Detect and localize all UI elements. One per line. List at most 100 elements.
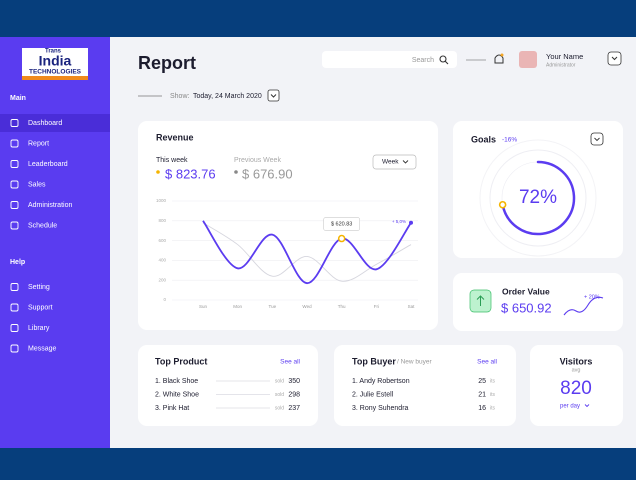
row-value: 298 <box>288 391 300 398</box>
series-line <box>202 220 412 285</box>
end-point <box>409 220 413 225</box>
search-icon-handle <box>444 60 449 65</box>
row-unit: sold <box>275 378 284 384</box>
nav-item[interactable]: Library <box>28 325 50 332</box>
bell-icon[interactable] <box>494 54 504 64</box>
tooltip-text: $ 620.83 <box>331 221 352 227</box>
this-week-value: $ 823.76 <box>165 166 216 181</box>
row-name: 1. Andy Robertson <box>352 378 410 385</box>
row-name: 1. Black Shoe <box>155 378 198 385</box>
nav-icon <box>10 344 19 353</box>
row-value: 25 <box>478 378 486 385</box>
goal-arc <box>501 160 576 236</box>
date-picker[interactable] <box>267 89 280 102</box>
user-name: Your Name <box>546 52 583 61</box>
logo-main: India <box>39 53 72 69</box>
order-change: + 20% <box>584 294 600 300</box>
avatar[interactable] <box>519 51 537 68</box>
row-value: 21 <box>478 391 486 398</box>
y-tick-label: 200 <box>158 277 166 282</box>
section-title: Help <box>10 259 25 266</box>
logo-sub: TECHNOLOGIES <box>29 69 82 76</box>
legend-dot <box>234 170 238 174</box>
goals-change: -16% <box>502 137 517 144</box>
y-tick-label: 400 <box>158 258 166 263</box>
period-select[interactable] <box>372 154 417 170</box>
y-tick-label: 0 <box>163 297 166 302</box>
previous-week-label: Previous Week <box>234 157 281 164</box>
nav-icon <box>10 324 19 332</box>
section-title: Main <box>10 95 26 102</box>
card-title: Order Value <box>502 286 550 296</box>
nav-item[interactable]: Schedule <box>28 222 57 229</box>
ring-decor <box>489 149 587 247</box>
highlight-point <box>337 234 346 243</box>
row-unit: its <box>490 378 496 384</box>
card-title: Top Buyer <box>352 356 396 366</box>
row-unit: sold <box>275 405 284 411</box>
order-card <box>453 273 623 331</box>
revenue-card <box>138 121 438 330</box>
this-week-label: This week <box>156 157 188 164</box>
logo-top: Trans <box>45 49 62 55</box>
user-role: Administrator <box>546 62 576 68</box>
nav-item[interactable]: Message <box>28 345 57 352</box>
card-title: Goals <box>471 134 496 144</box>
visitors-card <box>530 345 623 426</box>
y-tick-label: 1000 <box>156 198 167 203</box>
goals-menu[interactable] <box>590 132 604 146</box>
row-unit: its <box>490 392 496 398</box>
row-value: 16 <box>478 405 486 412</box>
nav-item[interactable]: Sales <box>28 181 46 188</box>
nav-item[interactable]: Leaderboard <box>28 161 68 168</box>
user-menu[interactable] <box>607 51 622 66</box>
nav-icon <box>10 139 19 148</box>
nav-item[interactable]: Administration <box>28 202 72 209</box>
row-name: 2. Julie Estell <box>352 391 394 398</box>
y-tick-label: 800 <box>158 218 166 223</box>
see-all[interactable]: See all <box>477 359 497 366</box>
row-unit: its <box>490 405 496 411</box>
card-title: Visitors <box>560 356 593 366</box>
top-buyer-card <box>334 345 516 426</box>
card-subtitle: / New buyer <box>397 359 433 366</box>
nav-item[interactable]: Setting <box>28 284 50 291</box>
row-name: 3. Pink Hat <box>155 405 189 412</box>
period-text: Week <box>382 159 399 166</box>
search-placeholder: Search <box>412 57 434 64</box>
chevron <box>594 137 600 142</box>
nav-item[interactable]: Support <box>28 304 53 311</box>
x-tick-label: Thu <box>338 304 346 309</box>
top-product-card <box>138 345 318 426</box>
row-value: 350 <box>288 378 300 385</box>
see-all[interactable]: See all <box>280 359 300 366</box>
show-label: Show: <box>170 93 190 100</box>
legend-dot <box>156 170 160 174</box>
row-unit: sold <box>275 392 284 398</box>
bell-dot <box>500 53 504 57</box>
nav-icon <box>10 160 19 168</box>
arrow-up <box>476 295 485 306</box>
nav-item[interactable]: Report <box>28 140 49 147</box>
search-box[interactable] <box>322 51 457 68</box>
card-subtitle: avg <box>572 367 581 373</box>
nav-active <box>0 114 110 132</box>
visitors-value: 820 <box>560 378 592 399</box>
date: Today, 24 March 2020 <box>193 93 262 100</box>
chevron <box>270 94 277 98</box>
x-tick-label: Tue <box>269 304 277 309</box>
nav-icon <box>10 221 19 230</box>
ring-decor <box>479 139 597 257</box>
chevron <box>611 56 618 61</box>
goals-card <box>453 121 623 258</box>
search-icon[interactable] <box>439 55 447 63</box>
nav-icon <box>10 303 19 312</box>
series-line <box>202 222 412 282</box>
visitors-period: per day <box>560 404 580 410</box>
page-title: Report <box>138 53 196 73</box>
nav-item[interactable]: Dashboard <box>28 120 62 127</box>
sidebar <box>0 37 110 448</box>
tooltip <box>323 217 360 231</box>
nav-icon <box>10 201 19 209</box>
